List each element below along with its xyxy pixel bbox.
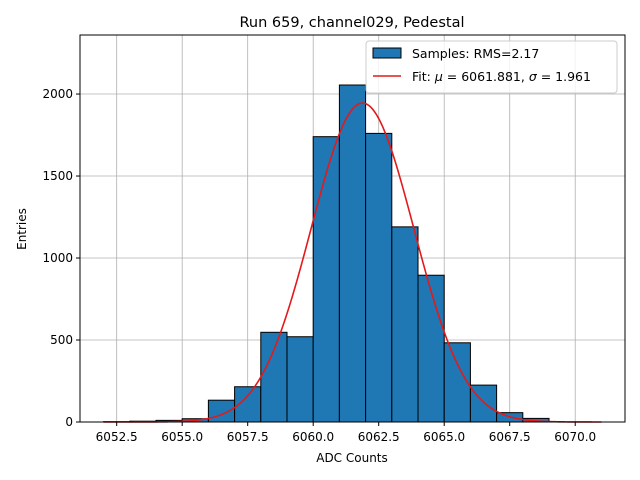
y-tick-label: 1500 xyxy=(42,169,73,183)
y-tick-label: 0 xyxy=(65,415,73,429)
histogram-bar xyxy=(391,226,419,423)
x-tick-label: 6060.0 xyxy=(292,430,334,444)
x-tick-label: 6052.5 xyxy=(96,430,138,444)
chart-title: Run 659, channel029, Pedestal xyxy=(239,15,464,31)
legend-box xyxy=(365,40,618,94)
x-tick-label: 6070.0 xyxy=(554,430,596,444)
legend: Samples: RMS=2.17 Fit: μ = 6061.881, σ =… xyxy=(365,40,618,94)
histogram-bar xyxy=(469,384,498,423)
legend-fit-mu-symbol: μ xyxy=(434,69,443,84)
fit-curve xyxy=(103,102,602,423)
x-tick-label: 6057.5 xyxy=(227,430,269,444)
histogram-bar xyxy=(443,342,471,423)
histogram-bar xyxy=(417,274,445,423)
legend-fit-sigma-symbol: σ xyxy=(529,69,538,84)
x-tick-label: 6062.5 xyxy=(358,430,400,444)
histogram-bars xyxy=(103,84,550,423)
legend-fit-prefix: Fit: xyxy=(412,69,435,84)
histogram-bar xyxy=(365,132,393,423)
x-axis-label: ADC Counts xyxy=(316,451,388,465)
x-axis: 6052.5 6055.0 6057.5 6060.0 6062.5 6065.0 6067… xyxy=(96,422,596,444)
y-tick-label: 2000 xyxy=(42,87,73,101)
y-tick-label: 500 xyxy=(50,333,73,347)
legend-histogram-swatch xyxy=(372,47,402,59)
histogram-bar xyxy=(312,136,340,423)
y-axis: 0 500 1000 1500 2000 xyxy=(42,87,80,429)
y-axis-label: Entries xyxy=(15,208,29,250)
x-tick-label: 6067.5 xyxy=(489,430,531,444)
histogram-bar xyxy=(260,331,288,423)
x-tick-label: 6065.0 xyxy=(423,430,465,444)
legend-histogram-label: Samples: RMS=2.17 xyxy=(412,46,539,61)
legend-fit-label: Fit: μ = 6061.881, σ = 1.961 xyxy=(412,69,591,84)
legend-fit-sigma-value: = 1.961 xyxy=(537,69,591,84)
legend-fit-mu-value: = 6061.881, xyxy=(443,69,529,84)
histogram-bar xyxy=(286,336,314,423)
histogram-bar xyxy=(338,84,367,423)
histogram-bar xyxy=(207,399,236,423)
plot-frame xyxy=(79,34,626,423)
y-tick-label: 1000 xyxy=(42,251,73,265)
x-tick-label: 6055.0 xyxy=(161,430,203,444)
